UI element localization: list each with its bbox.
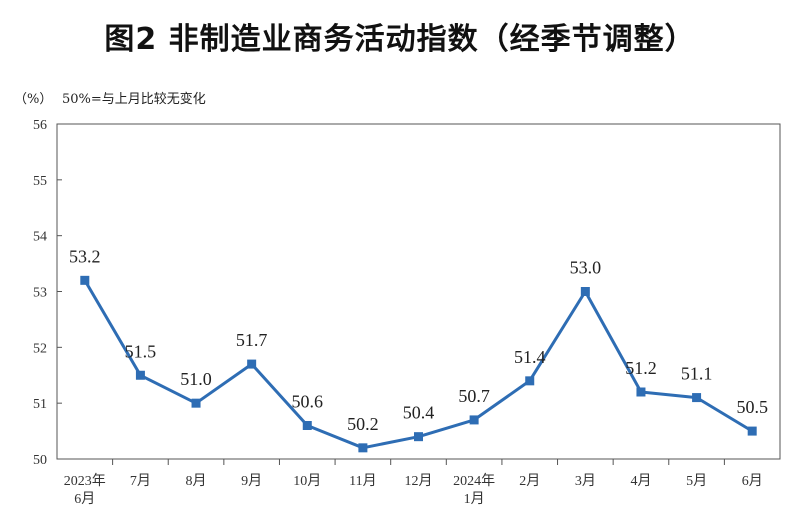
y-tick-label: 55 xyxy=(33,174,47,189)
x-tick-label: 10月 xyxy=(293,473,321,489)
x-tick-label: 6月 xyxy=(74,491,95,507)
data-label: 50.7 xyxy=(458,386,490,406)
data-label: 53.2 xyxy=(69,246,101,266)
data-point xyxy=(247,359,257,369)
data-label: 51.0 xyxy=(180,369,212,389)
x-tick-label: 6月 xyxy=(742,473,763,489)
x-tick-label: 5月 xyxy=(686,473,707,489)
data-label: 51.2 xyxy=(625,358,657,378)
x-tick-label: 9月 xyxy=(241,473,262,489)
data-label: 51.7 xyxy=(236,330,268,350)
x-tick-label: 11月 xyxy=(349,473,376,489)
x-tick-label: 4月 xyxy=(630,473,651,489)
data-label: 50.2 xyxy=(347,414,379,434)
data-point xyxy=(302,421,312,430)
data-label: 50.5 xyxy=(736,397,768,417)
data-point xyxy=(469,415,479,425)
x-tick-label: 1月 xyxy=(464,491,485,507)
data-point xyxy=(525,376,535,386)
data-label: 50.6 xyxy=(292,392,324,412)
reference-note: 50%=与上月比较无变化 xyxy=(62,92,206,107)
data-point xyxy=(80,275,90,285)
data-point xyxy=(358,443,368,453)
data-label: 51.1 xyxy=(681,364,713,384)
data-label: 51.4 xyxy=(514,347,546,367)
y-tick-label: 54 xyxy=(33,230,47,245)
y-unit-label: （%） xyxy=(14,92,53,107)
x-tick-label: 7月 xyxy=(130,473,151,489)
data-label: 53.0 xyxy=(570,258,602,278)
x-tick-label: 2023年 xyxy=(64,473,106,489)
data-point xyxy=(580,287,590,296)
data-point xyxy=(636,387,646,397)
data-point xyxy=(135,370,145,380)
data-point xyxy=(191,398,201,408)
x-tick-label: 3月 xyxy=(575,473,596,489)
data-point xyxy=(692,393,702,403)
x-tick-label: 2月 xyxy=(519,473,540,489)
data-label: 50.4 xyxy=(403,403,435,423)
x-tick-label: 12月 xyxy=(405,473,433,489)
x-tick-label: 2024年 xyxy=(453,473,495,489)
data-point xyxy=(414,432,423,442)
x-tick-label: 8月 xyxy=(186,473,207,489)
y-tick-label: 51 xyxy=(33,397,47,412)
y-tick-label: 53 xyxy=(33,286,47,301)
data-label: 51.5 xyxy=(125,341,157,361)
y-tick-label: 50 xyxy=(33,453,47,468)
y-tick-label: 52 xyxy=(33,341,47,356)
y-tick-label: 56 xyxy=(33,118,47,133)
chart-title: 图2 非制造业商务活动指数（经季节调整） xyxy=(104,22,696,57)
data-point xyxy=(747,426,757,436)
